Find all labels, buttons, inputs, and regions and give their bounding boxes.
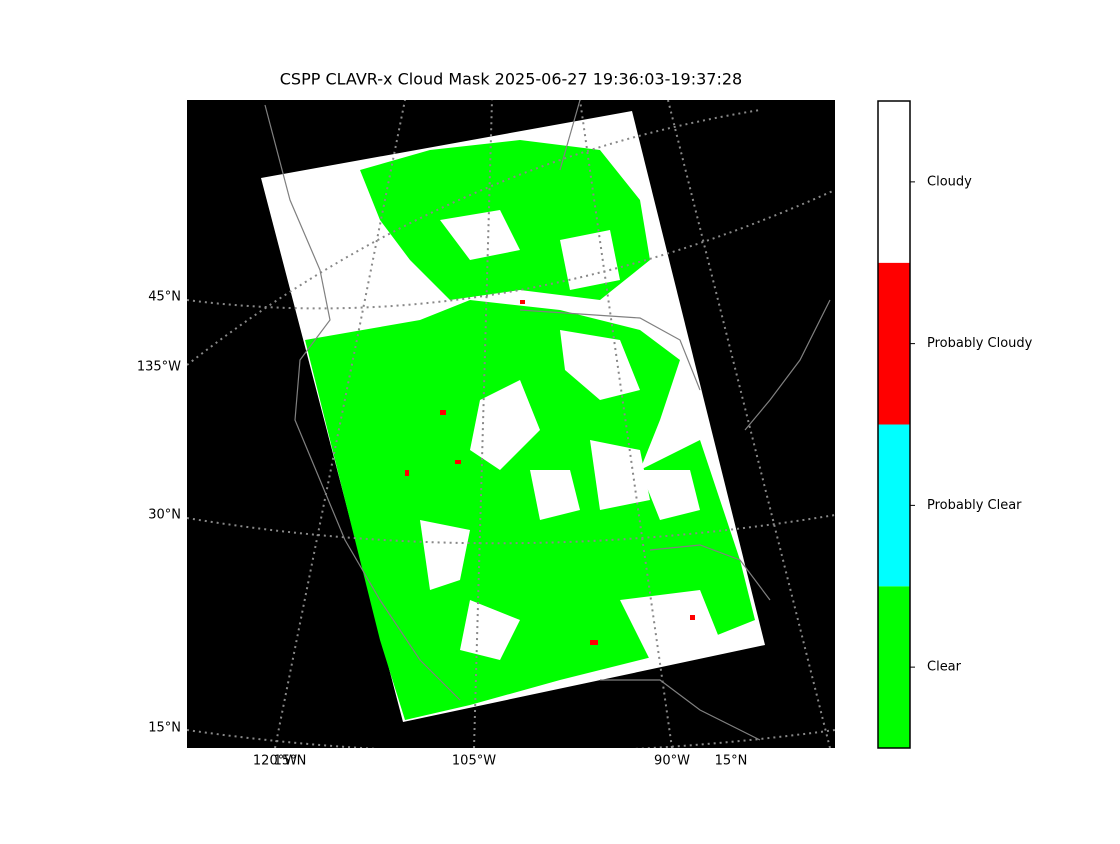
lat-lon-label: 15°N	[715, 754, 748, 769]
colorbar-segment	[878, 424, 910, 587]
colorbar-frame	[877, 100, 911, 749]
title: CSPP CLAVR-x Cloud Mask 2025-06-27 19:36…	[280, 70, 742, 89]
graticule	[274, 100, 406, 748]
graticule	[473, 100, 493, 748]
map	[187, 100, 835, 748]
colorbar-label: Clear	[927, 660, 962, 675]
colorbar-segment	[878, 262, 910, 425]
lat-lon-label: 15°N	[274, 754, 307, 769]
lat-lon-label: 120°W	[253, 754, 297, 769]
cloud-patches	[420, 210, 720, 660]
probably-cloudy-specks	[405, 300, 695, 645]
colorbar-label: Probably Cloudy	[927, 336, 1033, 351]
colorbar-segment	[878, 101, 910, 263]
lat-lon-label: 45°N	[148, 290, 181, 305]
graticule	[579, 100, 673, 748]
lat-lon-label: 135°W	[137, 360, 181, 375]
colorbar-label: Cloudy	[927, 174, 972, 189]
lat-lon-label: 15°N	[148, 721, 181, 736]
lat-lon-label: 90°W	[654, 754, 690, 769]
graticule	[187, 189, 835, 310]
colorbar-label: Probably Clear	[927, 498, 1022, 513]
coastline	[264, 100, 831, 741]
colorbar-segment	[878, 586, 910, 748]
graticule	[187, 514, 835, 545]
lat-lon-label: 30°N	[148, 508, 181, 523]
lat-lon-label: 105°W	[452, 754, 496, 769]
